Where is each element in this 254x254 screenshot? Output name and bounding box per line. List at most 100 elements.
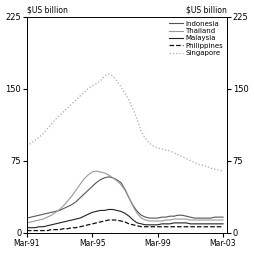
Malaysia xyxy=(58,221,61,225)
Malaysia xyxy=(136,221,139,225)
Indonesia xyxy=(62,207,65,210)
Singapore xyxy=(74,99,77,102)
Philippines xyxy=(119,219,122,223)
Singapore xyxy=(152,145,155,148)
Singapore xyxy=(181,155,184,158)
Indonesia xyxy=(91,185,94,188)
Thailand xyxy=(140,217,143,220)
Indonesia xyxy=(123,188,126,191)
Malaysia xyxy=(209,222,212,225)
Thailand xyxy=(42,217,45,220)
Indonesia xyxy=(58,209,61,212)
Singapore xyxy=(119,85,122,88)
Malaysia xyxy=(95,210,98,213)
Thailand xyxy=(144,218,147,221)
Text: $US billion: $US billion xyxy=(186,5,227,14)
Singapore xyxy=(132,108,135,111)
Singapore xyxy=(205,165,208,168)
Indonesia xyxy=(50,211,53,214)
Malaysia xyxy=(78,217,82,220)
Malaysia xyxy=(156,223,159,226)
Philippines xyxy=(132,223,135,226)
Malaysia xyxy=(38,225,41,228)
Indonesia xyxy=(168,215,171,218)
Thailand xyxy=(123,189,126,192)
Thailand xyxy=(83,177,86,180)
Line: Malaysia: Malaysia xyxy=(27,210,223,228)
Indonesia xyxy=(193,217,196,220)
Singapore xyxy=(25,145,28,148)
Singapore xyxy=(185,157,188,160)
Thailand xyxy=(197,218,200,221)
Philippines xyxy=(185,225,188,228)
Thailand xyxy=(160,219,163,223)
Singapore xyxy=(140,130,143,133)
Singapore xyxy=(128,99,131,102)
Indonesia xyxy=(111,176,114,179)
Singapore xyxy=(111,74,114,77)
Malaysia xyxy=(107,208,110,211)
Thailand xyxy=(172,217,176,220)
Malaysia xyxy=(221,222,225,225)
Philippines xyxy=(209,225,212,228)
Malaysia xyxy=(29,226,33,229)
Philippines xyxy=(115,218,118,221)
Thailand xyxy=(99,170,102,173)
Singapore xyxy=(42,132,45,135)
Malaysia xyxy=(66,219,69,223)
Philippines xyxy=(50,228,53,231)
Malaysia xyxy=(70,218,73,221)
Malaysia xyxy=(111,208,114,211)
Malaysia xyxy=(83,215,86,218)
Philippines xyxy=(66,227,69,230)
Thailand xyxy=(50,214,53,217)
Singapore xyxy=(177,153,180,156)
Indonesia xyxy=(201,217,204,220)
Singapore xyxy=(54,118,57,121)
Line: Singapore: Singapore xyxy=(27,74,223,171)
Philippines xyxy=(42,229,45,232)
Indonesia xyxy=(42,213,45,216)
Philippines xyxy=(128,222,131,225)
Singapore xyxy=(193,161,196,164)
Indonesia xyxy=(177,214,180,217)
Malaysia xyxy=(205,222,208,225)
Indonesia xyxy=(34,215,37,218)
Malaysia xyxy=(177,221,180,225)
Malaysia xyxy=(144,223,147,226)
Philippines xyxy=(136,224,139,227)
Philippines xyxy=(168,225,171,228)
Thailand xyxy=(95,169,98,172)
Indonesia xyxy=(152,217,155,220)
Malaysia xyxy=(87,213,90,216)
Singapore xyxy=(34,139,37,142)
Thailand xyxy=(209,218,212,221)
Thailand xyxy=(217,218,220,221)
Philippines xyxy=(213,225,216,228)
Malaysia xyxy=(213,222,216,225)
Malaysia xyxy=(152,223,155,226)
Philippines xyxy=(99,220,102,224)
Singapore xyxy=(29,142,33,145)
Thailand xyxy=(152,219,155,223)
Philippines xyxy=(144,225,147,228)
Philippines xyxy=(103,219,106,223)
Thailand xyxy=(58,208,61,211)
Philippines xyxy=(70,226,73,229)
Thailand xyxy=(136,212,139,215)
Indonesia xyxy=(140,214,143,217)
Indonesia xyxy=(128,196,131,199)
Indonesia xyxy=(66,205,69,208)
Philippines xyxy=(95,221,98,225)
Philippines xyxy=(29,229,33,232)
Malaysia xyxy=(189,222,192,225)
Thailand xyxy=(78,183,82,186)
Indonesia xyxy=(38,214,41,217)
Philippines xyxy=(25,229,28,232)
Malaysia xyxy=(185,221,188,225)
Philippines xyxy=(172,225,176,228)
Singapore xyxy=(168,149,171,152)
Thailand xyxy=(164,218,167,221)
Thailand xyxy=(29,220,33,224)
Philippines xyxy=(217,225,220,228)
